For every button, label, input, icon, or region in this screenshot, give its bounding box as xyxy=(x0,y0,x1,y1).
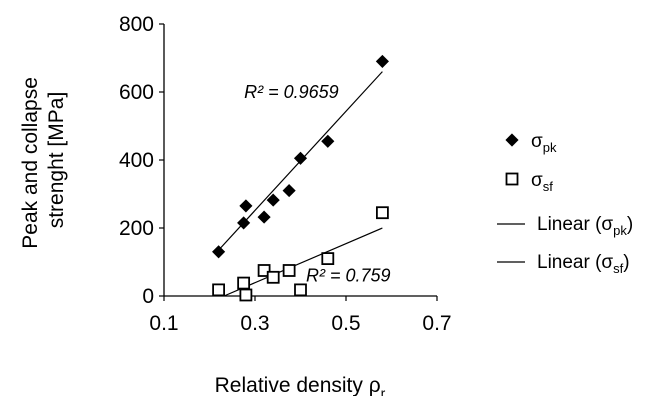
y-axis-title-line-2: strenght [MPa] xyxy=(45,92,68,229)
data-point-sf xyxy=(266,270,280,284)
y-tick-label: 0 xyxy=(142,285,154,308)
r-squared-label-pk: R² = 0.9659 xyxy=(244,82,339,102)
data-point-pk xyxy=(237,216,251,230)
data-point-pk xyxy=(266,193,280,207)
y-ticks: 0 200 400 600 800 xyxy=(119,13,164,308)
data-point-sf xyxy=(257,264,271,277)
data-point-sf xyxy=(321,252,335,266)
data-point-pk xyxy=(212,245,226,259)
legend-marker-pk xyxy=(505,133,519,147)
data-point-sf xyxy=(282,264,296,277)
r-squared-label-sf: R² = 0.759 xyxy=(306,266,391,286)
y-tick-label: 800 xyxy=(119,13,154,36)
data-point-pk xyxy=(375,54,389,68)
data-point-sf xyxy=(239,288,253,302)
data-point-sf xyxy=(212,283,226,297)
trendlines xyxy=(218,71,383,297)
legend-label: Linear (σpk) xyxy=(537,214,633,238)
y-tick-label: 200 xyxy=(119,217,154,240)
r2-labels: R² = 0.9659 R² = 0.759 xyxy=(244,82,390,286)
x-tick-label: 0.1 xyxy=(149,312,178,335)
x-tick-label: 0.7 xyxy=(422,312,451,335)
y-axis-title-line-1: Peak and collapse xyxy=(19,77,42,249)
data-point-sf xyxy=(294,283,307,297)
x-axis-title: Relative density ρr xyxy=(215,374,386,396)
data-markers xyxy=(212,54,389,302)
data-point-pk xyxy=(257,210,271,224)
legend-label: Linear (σsf) xyxy=(537,252,630,276)
legend-marker-sf xyxy=(505,172,519,186)
legend-item: σpk xyxy=(505,131,557,155)
legend-item: σsf xyxy=(505,170,553,194)
trendline-sf xyxy=(223,227,383,297)
legend-item: Linear (σpk) xyxy=(497,214,633,238)
x-tick-label: 0.3 xyxy=(240,312,269,335)
y-tick-label: 400 xyxy=(119,149,154,172)
data-point-pk xyxy=(282,184,296,198)
legend-label: σsf xyxy=(531,170,553,194)
x-ticks: 0.1 0.3 0.5 0.7 xyxy=(149,296,452,335)
y-tick-label: 600 xyxy=(119,81,154,104)
legend: σpk σsf Linear (σpk) Linear (σsf) xyxy=(497,131,633,276)
y-axis-title: Peak and collapse strenght [MPa] xyxy=(19,71,68,248)
legend-label: σpk xyxy=(531,131,557,155)
x-tick-label: 0.5 xyxy=(331,312,360,335)
data-point-sf xyxy=(237,276,251,290)
legend-item: Linear (σsf) xyxy=(497,252,630,276)
data-point-sf xyxy=(375,206,389,220)
data-point-pk xyxy=(293,151,308,165)
data-point-pk xyxy=(239,199,253,213)
data-point-pk xyxy=(321,134,335,148)
